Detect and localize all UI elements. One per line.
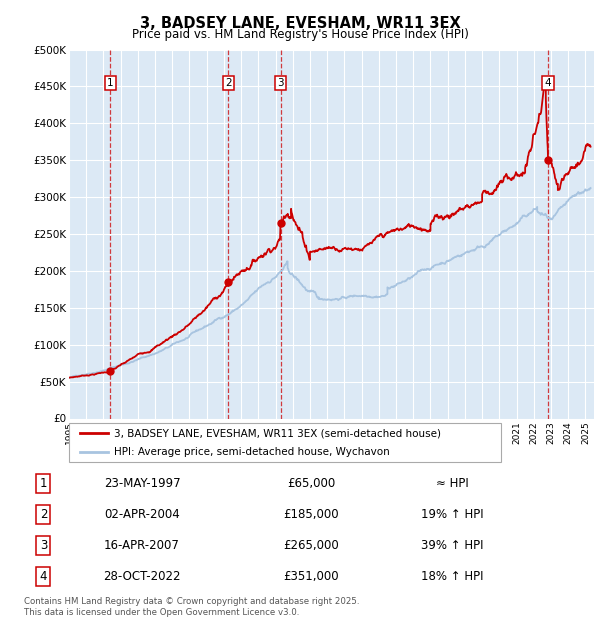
Text: 16-APR-2007: 16-APR-2007	[104, 539, 180, 552]
Text: 3: 3	[40, 539, 47, 552]
FancyBboxPatch shape	[69, 423, 501, 462]
Text: 2: 2	[40, 508, 47, 521]
Text: Price paid vs. HM Land Registry's House Price Index (HPI): Price paid vs. HM Land Registry's House …	[131, 28, 469, 41]
Text: 3, BADSEY LANE, EVESHAM, WR11 3EX: 3, BADSEY LANE, EVESHAM, WR11 3EX	[140, 16, 460, 30]
Text: £185,000: £185,000	[283, 508, 339, 521]
Text: 3, BADSEY LANE, EVESHAM, WR11 3EX (semi-detached house): 3, BADSEY LANE, EVESHAM, WR11 3EX (semi-…	[115, 428, 442, 438]
Text: 4: 4	[545, 78, 551, 88]
Text: 4: 4	[40, 570, 47, 583]
Text: ≈ HPI: ≈ HPI	[436, 477, 469, 490]
Text: 28-OCT-2022: 28-OCT-2022	[103, 570, 181, 583]
Text: 1: 1	[107, 78, 113, 88]
Text: 1: 1	[40, 477, 47, 490]
Text: 2: 2	[225, 78, 232, 88]
Text: 02-APR-2004: 02-APR-2004	[104, 508, 180, 521]
Text: 19% ↑ HPI: 19% ↑ HPI	[421, 508, 484, 521]
Text: HPI: Average price, semi-detached house, Wychavon: HPI: Average price, semi-detached house,…	[115, 447, 390, 458]
Text: 23-MAY-1997: 23-MAY-1997	[104, 477, 181, 490]
Text: £351,000: £351,000	[283, 570, 339, 583]
Text: Contains HM Land Registry data © Crown copyright and database right 2025.
This d: Contains HM Land Registry data © Crown c…	[24, 598, 359, 617]
Text: £65,000: £65,000	[287, 477, 335, 490]
Text: 18% ↑ HPI: 18% ↑ HPI	[421, 570, 484, 583]
Text: 39% ↑ HPI: 39% ↑ HPI	[421, 539, 484, 552]
Text: 3: 3	[277, 78, 284, 88]
Text: £265,000: £265,000	[283, 539, 339, 552]
